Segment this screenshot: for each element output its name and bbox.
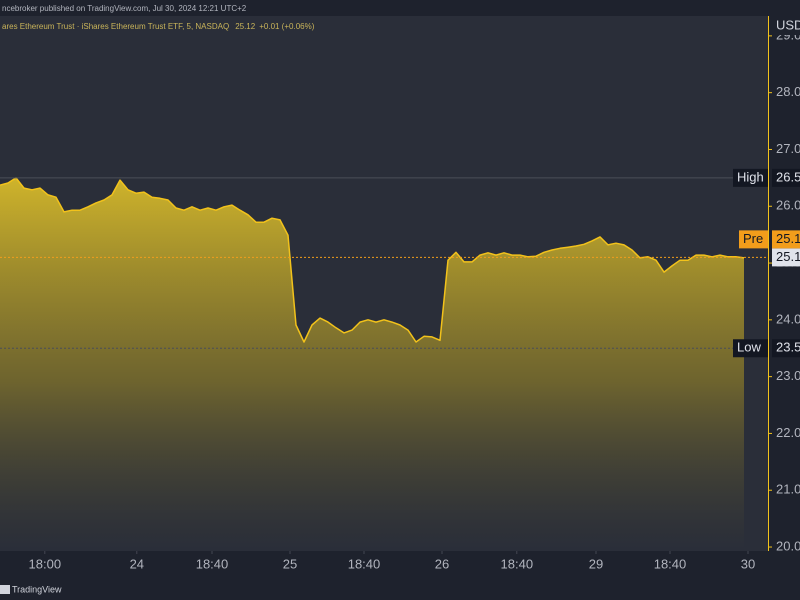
y-tick-label: 22.0 (776, 425, 800, 440)
y-tick-label: 28.0 (776, 84, 800, 99)
y-tick-label: 26.0 (776, 198, 800, 213)
x-tick-label: 26 (435, 556, 449, 571)
y-tick-label: 27.0 (776, 141, 800, 156)
x-tick-label: 18:40 (196, 556, 229, 571)
legend: ares Ethereum Trust · iShares Ethereum T… (2, 22, 315, 31)
level-name: High (737, 169, 764, 184)
currency: USD (776, 17, 800, 32)
x-tick-label: 18:40 (501, 556, 534, 571)
footer: TradingView (12, 584, 62, 594)
x-tick-label: 30 (741, 556, 755, 571)
legend-change: +0.01 (+0.06%) (259, 22, 314, 31)
last-price-box (772, 248, 800, 267)
x-tick-label: 25 (283, 556, 297, 571)
level-value: 26.5 (776, 169, 800, 184)
level-value: 23.5 (776, 340, 800, 355)
area-fill (0, 177, 744, 551)
x-tick-label: 18:40 (348, 556, 381, 571)
legend-name: ares Ethereum Trust · iShares Ethereum T… (2, 22, 229, 31)
pre-value: 25.1 (776, 231, 800, 246)
y-tick-label: 24.0 (776, 311, 800, 326)
price-line (0, 177, 745, 343)
level-name: Low (737, 340, 761, 355)
currency-box (772, 17, 800, 35)
level-value-box (772, 168, 800, 187)
level-name-box (733, 168, 768, 187)
last-price: 25.1 (776, 249, 800, 264)
level-name-box (733, 339, 768, 358)
pre-name-box (739, 230, 768, 249)
x-tick-label: 18:40 (654, 556, 687, 571)
header: ncebroker published on TradingView.com, … (2, 4, 247, 13)
footer-logo (0, 585, 10, 594)
y-tick-label: 21.0 (776, 482, 800, 497)
x-tick-label: 24 (130, 556, 144, 571)
y-tick-label: 23.0 (776, 368, 800, 383)
legend-price: 25.12 (235, 22, 256, 31)
pre-name: Pre (743, 231, 763, 246)
x-tick-label: 18:00 (29, 556, 62, 571)
pre-value-box (772, 230, 800, 249)
level-value-box (772, 339, 800, 358)
x-tick-label: 29 (589, 556, 603, 571)
y-tick-label: 20.0 (776, 538, 800, 553)
